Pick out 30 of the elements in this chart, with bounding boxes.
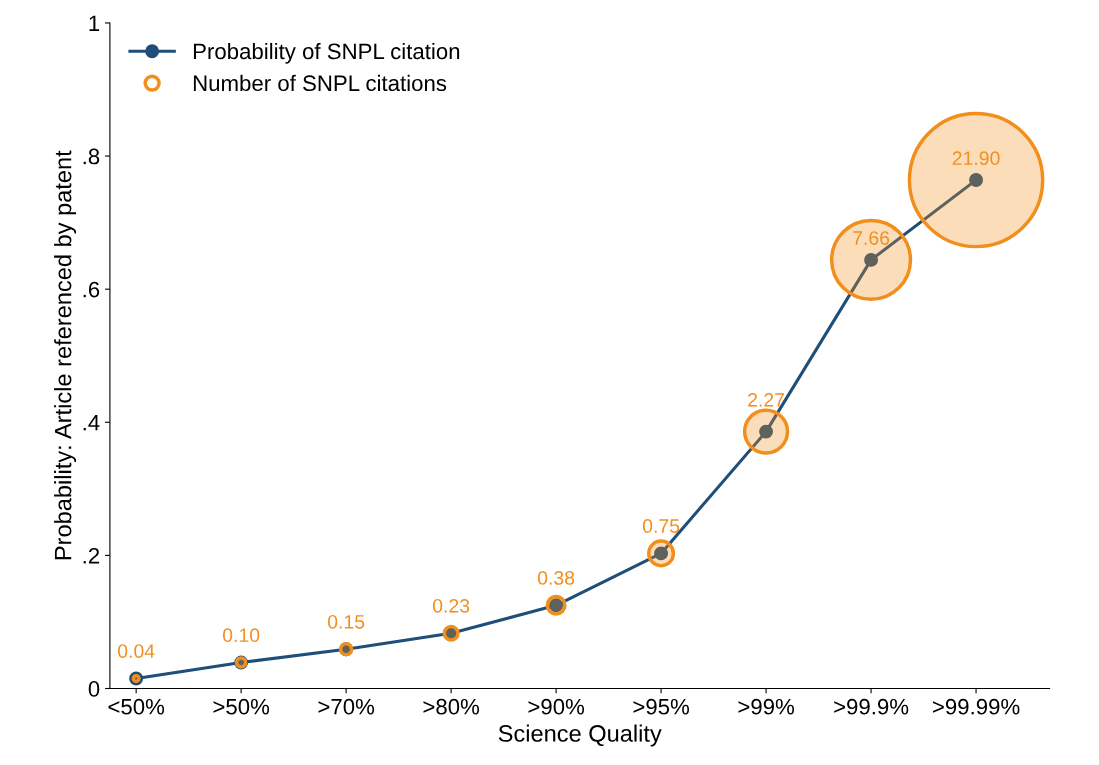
legend-label: Number of SNPL citations [193,74,447,92]
annotation: 0.04 [117,644,155,659]
annotation: 0.10 [222,628,260,643]
annotation: 0.75 [642,519,680,533]
annotation: 0.15 [327,614,365,629]
y-axis-title: Probability: Article referenced by patent [54,150,77,560]
x-tick-label: >99.9% [834,698,909,715]
y-tick-label: .2 [83,547,100,564]
x-tick-label: >95% [633,698,690,715]
x-tick-label: >99% [738,698,795,715]
point [969,173,983,187]
x-tick-label: >70% [318,698,375,715]
annotation: 2.27 [748,392,785,407]
x-tick-label: <50% [108,698,165,715]
x-tick-label: >90% [528,698,585,715]
x-tick-label: >50% [213,698,270,715]
y-tick-label: .4 [83,415,100,431]
point [864,252,879,267]
y-tick-label: 1 [89,15,100,31]
y-tick-label: .6 [83,281,100,298]
x-tick-label: >80% [423,698,480,715]
x-tick-label: >99.99% [932,698,1020,715]
legend-label: Probability of SNPL citation [193,42,460,64]
y-tick-label: 0 [88,681,100,697]
y-tick-label: .8 [83,148,100,165]
annotation: 0.38 [537,571,575,585]
x-axis-title: Science Quality [498,724,662,747]
annotation: 0.23 [432,598,470,613]
annotation: 7.66 [853,231,890,245]
annotation: 21.90 [952,151,1000,166]
